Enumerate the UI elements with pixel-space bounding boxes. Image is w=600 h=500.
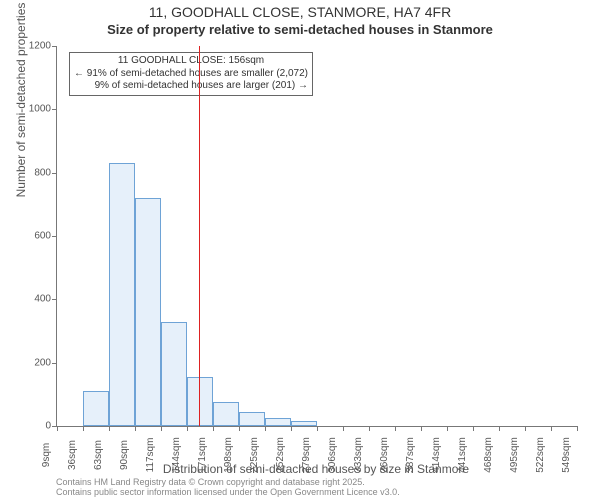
histogram-bar [213, 402, 239, 426]
chart-title: 11, GOODHALL CLOSE, STANMORE, HA7 4FR [0, 4, 600, 20]
annotation-box: 11 GOODHALL CLOSE: 156sqm ← 91% of semi-… [69, 52, 313, 96]
annotation-line-1: 11 GOODHALL CLOSE: 156sqm [74, 55, 308, 68]
x-tick-mark [109, 426, 110, 431]
y-tick-label: 200 [17, 357, 51, 368]
chart-subtitle: Size of property relative to semi-detach… [0, 22, 600, 37]
y-tick-label: 600 [17, 231, 51, 242]
x-tick-mark [213, 426, 214, 431]
histogram-bar [83, 391, 109, 426]
footer: Contains HM Land Registry data © Crown c… [56, 478, 576, 498]
y-tick-mark [52, 173, 57, 174]
annotation-line-2: ← 91% of semi-detached houses are smalle… [74, 68, 308, 81]
y-tick-mark [52, 299, 57, 300]
y-tick-mark [52, 236, 57, 237]
histogram-bar [187, 377, 213, 426]
y-tick-label: 1200 [17, 41, 51, 52]
x-tick-mark [551, 426, 552, 431]
chart-container: 11, GOODHALL CLOSE, STANMORE, HA7 4FR Si… [0, 0, 600, 500]
y-tick-mark [52, 363, 57, 364]
x-tick-mark [239, 426, 240, 431]
footer-line-2: Contains public sector information licen… [56, 488, 576, 498]
x-tick-mark [447, 426, 448, 431]
x-tick-mark [369, 426, 370, 431]
x-tick-mark [395, 426, 396, 431]
y-tick-mark [52, 46, 57, 47]
x-tick-mark [499, 426, 500, 431]
histogram-bar [109, 163, 135, 426]
x-tick-mark [291, 426, 292, 431]
x-tick-mark [343, 426, 344, 431]
plot-area: 11 GOODHALL CLOSE: 156sqm ← 91% of semi-… [56, 46, 577, 427]
histogram-bar [291, 421, 317, 426]
marker-line [199, 46, 200, 426]
x-tick-label: 9sqm [41, 435, 52, 475]
x-tick-mark [161, 426, 162, 431]
x-tick-mark [187, 426, 188, 431]
y-tick-label: 800 [17, 167, 51, 178]
histogram-bar [239, 412, 265, 426]
histogram-bar [135, 198, 161, 426]
histogram-bar [161, 322, 187, 427]
annotation-line-3: 9% of semi-detached houses are larger (2… [74, 80, 308, 93]
x-tick-mark [135, 426, 136, 431]
y-tick-mark [52, 109, 57, 110]
x-axis-label: Distribution of semi-detached houses by … [56, 462, 576, 476]
x-tick-mark [577, 426, 578, 431]
y-tick-label: 400 [17, 294, 51, 305]
x-tick-mark [317, 426, 318, 431]
x-tick-mark [57, 426, 58, 431]
y-tick-label: 1000 [17, 104, 51, 115]
y-tick-label: 0 [17, 421, 51, 432]
histogram-bar [265, 418, 291, 426]
x-tick-mark [421, 426, 422, 431]
x-tick-mark [473, 426, 474, 431]
x-tick-mark [83, 426, 84, 431]
x-tick-mark [525, 426, 526, 431]
x-tick-mark [265, 426, 266, 431]
